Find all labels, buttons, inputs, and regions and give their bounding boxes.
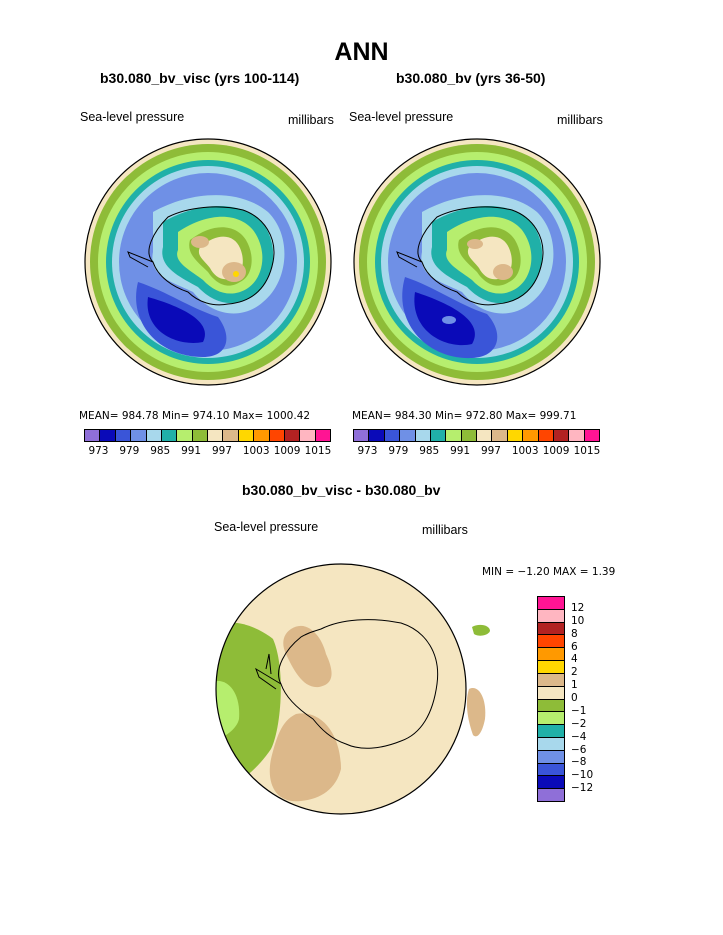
right-colorbar — [353, 429, 600, 442]
colorbar-swatch — [538, 776, 564, 790]
page-title: ANN — [334, 38, 389, 66]
left-polar-map — [84, 138, 332, 386]
colorbar-tick-label: 1009 — [273, 445, 301, 457]
colorbar-tick-label: 2 — [571, 666, 578, 679]
colorbar-swatch — [538, 648, 564, 662]
colorbar-tick-label: 997 — [211, 445, 232, 457]
colorbar-tick-label: 12 — [571, 601, 585, 614]
left-panel-units-label: millibars — [288, 113, 334, 127]
colorbar-tick-label: 1003 — [511, 445, 539, 457]
colorbar-tick-label: −8 — [571, 756, 587, 769]
right-panel-units-label: millibars — [557, 113, 603, 127]
colorbar-swatch — [177, 430, 193, 441]
colorbar-swatch — [523, 430, 539, 441]
colorbar-tick-label: 979 — [388, 445, 409, 457]
colorbar-swatch — [269, 430, 285, 441]
colorbar-swatch — [569, 430, 585, 441]
colorbar-tick-label: 1009 — [542, 445, 570, 457]
colorbar-swatch — [446, 430, 462, 441]
colorbar-swatch — [538, 737, 564, 751]
colorbar-swatch — [538, 725, 564, 738]
colorbar-swatch — [223, 430, 239, 441]
colorbar-tick-label: 1015 — [304, 445, 332, 457]
colorbar-swatch — [538, 712, 564, 726]
colorbar-tick-label: 985 — [419, 445, 440, 457]
colorbar-swatch — [415, 430, 431, 441]
colorbar-swatch — [238, 430, 255, 441]
colorbar-tick-label: 1 — [571, 679, 578, 692]
colorbar-swatch — [400, 430, 416, 441]
colorbar-tick-label: 1015 — [573, 445, 601, 457]
colorbar-swatch — [192, 430, 208, 441]
colorbar-swatch — [461, 430, 477, 441]
colorbar-swatch — [300, 430, 316, 441]
right-panel-variable-label: Sea-level pressure — [349, 110, 454, 124]
colorbar-swatch — [553, 430, 570, 441]
colorbar-tick-label: −10 — [571, 769, 594, 782]
colorbar-tick-label: 985 — [150, 445, 171, 457]
colorbar-tick-label: 979 — [119, 445, 140, 457]
right-polar-map — [353, 138, 601, 386]
colorbar-tick-label: 991 — [450, 445, 471, 457]
colorbar-tick-label: 991 — [181, 445, 202, 457]
left-panel-stats: MEAN= 984.78 Min= 974.10 Max= 1000.42 — [79, 410, 311, 422]
colorbar-swatch — [254, 430, 270, 441]
diff-panel-subtitle: b30.080_bv_visc - b30.080_bv — [242, 482, 441, 498]
colorbar-swatch — [146, 430, 162, 441]
colorbar-swatch — [492, 430, 508, 441]
colorbar-tick-label: −12 — [571, 782, 594, 795]
colorbar-tick-label: −6 — [571, 743, 587, 756]
colorbar-swatch — [477, 430, 493, 441]
colorbar-tick-label: 10 — [571, 614, 585, 627]
colorbar-swatch — [538, 622, 564, 636]
diff-colorbar — [537, 596, 565, 802]
colorbar-swatch — [284, 430, 301, 441]
colorbar-swatch — [161, 430, 178, 441]
colorbar-swatch — [538, 430, 554, 441]
colorbar-swatch — [584, 430, 599, 441]
colorbar-tick-label: 8 — [571, 627, 578, 640]
colorbar-swatch — [538, 609, 564, 623]
diff-polar-map — [215, 563, 490, 815]
colorbar-swatch — [100, 430, 116, 441]
colorbar-swatch — [538, 750, 564, 764]
right-panel-stats: MEAN= 984.30 Min= 972.80 Max= 999.71 — [352, 410, 577, 422]
colorbar-swatch — [538, 763, 564, 777]
colorbar-tick-label: −4 — [571, 730, 587, 743]
colorbar-tick-label: 4 — [571, 653, 578, 666]
colorbar-swatch — [538, 661, 564, 674]
diff-panel-variable-label: Sea-level pressure — [214, 520, 319, 534]
colorbar-tick-label: 0 — [571, 692, 578, 704]
colorbar-swatch — [538, 699, 564, 713]
colorbar-swatch — [369, 430, 385, 441]
colorbar-swatch — [538, 597, 564, 610]
colorbar-swatch — [538, 673, 564, 687]
colorbar-swatch — [430, 430, 447, 441]
colorbar-swatch — [538, 635, 564, 649]
colorbar-tick-label: −1 — [571, 704, 587, 717]
colorbar-swatch — [538, 789, 564, 801]
colorbar-tick-label: 997 — [480, 445, 501, 457]
colorbar-swatch — [315, 430, 330, 441]
colorbar-swatch — [131, 430, 147, 441]
colorbar-tick-label: −2 — [571, 717, 587, 730]
left-panel-subtitle: b30.080_bv_visc (yrs 100-114) — [100, 70, 300, 86]
colorbar-tick-label: 973 — [88, 445, 109, 457]
colorbar-swatch — [384, 430, 401, 441]
colorbar-swatch — [115, 430, 132, 441]
left-panel-variable-label: Sea-level pressure — [80, 110, 185, 124]
diff-panel-units-label: millibars — [422, 523, 468, 537]
colorbar-tick-label: 6 — [571, 640, 578, 653]
diff-panel-stats: MIN = −1.20 MAX = 1.39 — [482, 566, 616, 578]
colorbar-tick-label: 1003 — [242, 445, 270, 457]
colorbar-swatch — [354, 430, 370, 441]
colorbar-swatch — [538, 686, 564, 700]
left-colorbar — [84, 429, 331, 442]
colorbar-swatch — [208, 430, 224, 441]
right-panel-subtitle: b30.080_bv (yrs 36-50) — [396, 70, 546, 86]
colorbar-tick-label: 973 — [357, 445, 378, 457]
colorbar-swatch — [507, 430, 524, 441]
colorbar-swatch — [85, 430, 101, 441]
